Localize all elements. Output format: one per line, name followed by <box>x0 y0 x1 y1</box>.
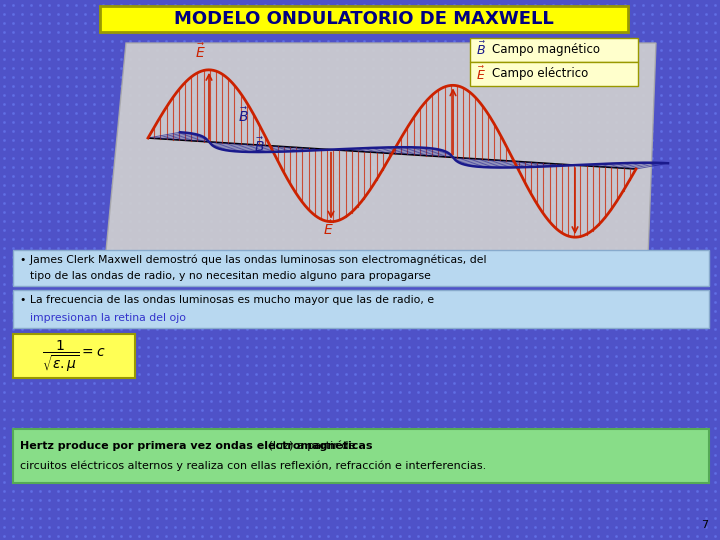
Text: 7: 7 <box>701 520 708 530</box>
Text: $\vec{B}$: $\vec{B}$ <box>476 40 486 58</box>
Text: $\vec{B}$: $\vec{B}$ <box>238 106 248 125</box>
Text: • La frecuencia de las ondas luminosas es mucho mayor que las de radio, e: • La frecuencia de las ondas luminosas e… <box>20 295 434 305</box>
Text: MODELO ONDULATORIO DE MAXWELL: MODELO ONDULATORIO DE MAXWELL <box>174 10 554 28</box>
Text: circuitos eléctricos alternos y realiza con ellas reflexión, refracción e interf: circuitos eléctricos alternos y realiza … <box>20 461 486 471</box>
Text: tipo de las ondas de radio, y no necesitan medio alguno para propagarse: tipo de las ondas de radio, y no necesit… <box>30 271 431 281</box>
Text: • James Clerk Maxwell demostró que las ondas luminosas son electromagnéticas, de: • James Clerk Maxwell demostró que las o… <box>20 255 487 265</box>
Text: (luz) a partir de: (luz) a partir de <box>265 441 355 451</box>
Text: impresionan la retina del ojo: impresionan la retina del ojo <box>30 313 186 323</box>
FancyBboxPatch shape <box>13 429 709 483</box>
Text: Campo magnético: Campo magnético <box>492 43 600 56</box>
FancyBboxPatch shape <box>13 334 135 378</box>
FancyBboxPatch shape <box>470 38 638 62</box>
FancyBboxPatch shape <box>13 250 709 286</box>
Text: $\vec{E}$: $\vec{E}$ <box>476 65 486 83</box>
Text: Campo eléctrico: Campo eléctrico <box>492 68 588 80</box>
Text: $\vec{E}$: $\vec{E}$ <box>323 220 334 239</box>
Text: $\vec{E}$: $\vec{E}$ <box>195 42 206 60</box>
FancyBboxPatch shape <box>100 6 628 32</box>
Polygon shape <box>106 43 656 257</box>
Text: $\vec{B}$: $\vec{B}$ <box>253 137 264 155</box>
FancyBboxPatch shape <box>470 62 638 86</box>
Text: Hertz produce por primera vez ondas electromagnéticas: Hertz produce por primera vez ondas elec… <box>20 441 372 451</box>
Text: $\dfrac{1}{\sqrt{\varepsilon.\mu}}=c$: $\dfrac{1}{\sqrt{\varepsilon.\mu}}=c$ <box>42 339 106 374</box>
FancyBboxPatch shape <box>13 290 709 328</box>
